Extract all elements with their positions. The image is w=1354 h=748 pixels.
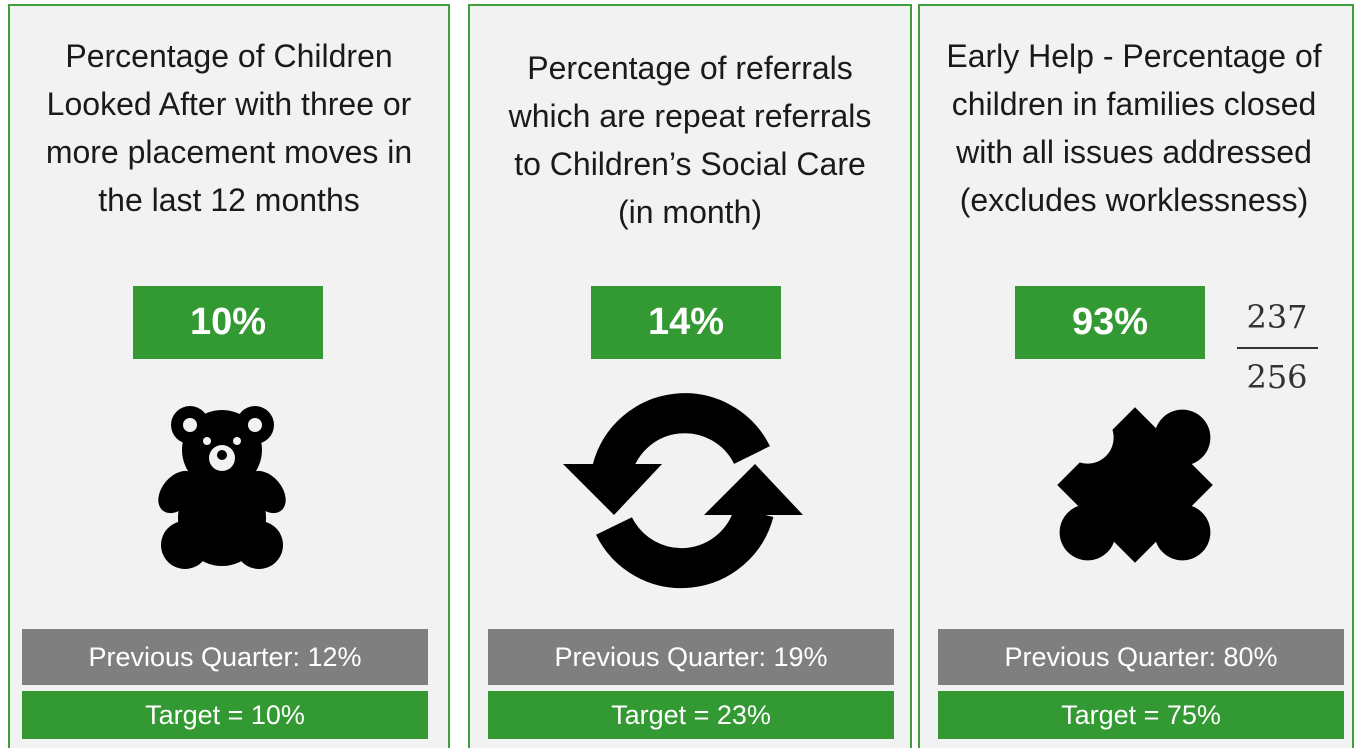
numerator: 237 xyxy=(1246,298,1308,336)
previous-quarter: Previous Quarter: 12% xyxy=(22,629,428,685)
refresh-icon xyxy=(563,393,803,589)
puzzle-icon xyxy=(1057,407,1213,563)
card-title: Percentage of Children Looked After with… xyxy=(45,38,413,218)
card: Percentage of referrals which are repeat… xyxy=(468,4,912,748)
target: Target = 75% xyxy=(938,691,1344,739)
target: Target = 23% xyxy=(488,691,894,739)
target: Target = 10% xyxy=(22,691,428,739)
teddy-bear-icon xyxy=(158,406,286,569)
card-value: 93% xyxy=(1015,286,1205,359)
card-title: Early Help - Percentage of children in f… xyxy=(946,38,1322,218)
denominator: 256 xyxy=(1246,358,1308,396)
card: Early Help - Percentage of children in f… xyxy=(918,4,1354,748)
card: Percentage of Children Looked After with… xyxy=(8,4,450,748)
card-title: Percentage of referrals which are repeat… xyxy=(508,50,872,230)
card-value: 14% xyxy=(591,286,781,359)
card-value: 10% xyxy=(133,286,323,359)
previous-quarter: Previous Quarter: 19% xyxy=(488,629,894,685)
previous-quarter: Previous Quarter: 80% xyxy=(938,629,1344,685)
